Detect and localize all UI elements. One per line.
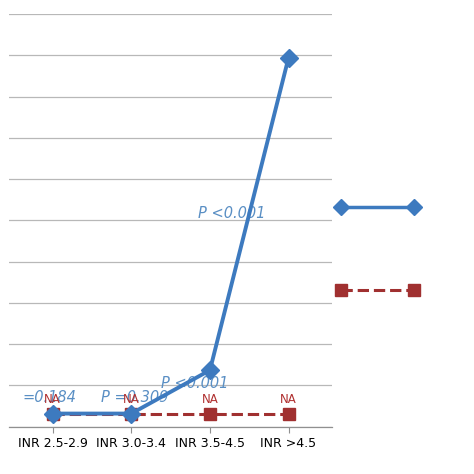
Text: P <0.001: P <0.001	[161, 376, 228, 391]
Text: NA: NA	[201, 393, 219, 406]
Text: NA: NA	[45, 393, 61, 406]
Text: P <0.001: P <0.001	[198, 206, 265, 221]
Text: =0.184: =0.184	[23, 390, 77, 405]
Text: NA: NA	[280, 393, 297, 406]
Text: P =0.309: P =0.309	[101, 390, 169, 405]
Text: NA: NA	[123, 393, 140, 406]
